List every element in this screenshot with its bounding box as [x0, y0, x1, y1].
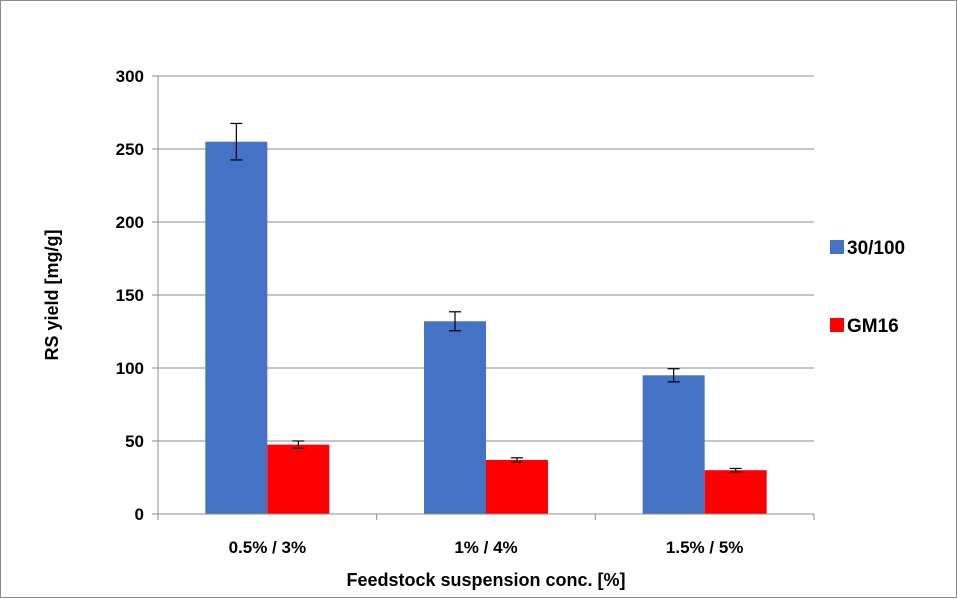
- bar: [205, 141, 268, 514]
- legend-label: 30/100: [847, 238, 905, 259]
- y-tick-label: 100: [116, 359, 144, 378]
- y-tick-label: 250: [116, 140, 144, 159]
- x-tick-label: 0.5% / 3%: [229, 538, 307, 557]
- bar: [642, 375, 705, 514]
- error-bars: [230, 122, 742, 473]
- legend: 30/100 GM16: [830, 238, 905, 337]
- y-tick-label: 150: [116, 286, 144, 305]
- y-tick-label: 300: [116, 67, 144, 86]
- bar: [424, 321, 486, 514]
- bars: [205, 141, 767, 514]
- bar: [704, 470, 767, 514]
- x-axis-title: Feedstock suspension conc. [%]: [346, 570, 625, 590]
- axes: [152, 75, 815, 520]
- y-tick-label: 50: [125, 432, 144, 451]
- x-tick-label: 1.5% / 5%: [666, 538, 744, 557]
- bar: [267, 444, 330, 514]
- y-tick-label: 0: [135, 505, 144, 524]
- x-tick-label: 1% / 4%: [454, 538, 517, 557]
- legend-label: GM16: [847, 316, 899, 337]
- x-tick-labels: 0.5% / 3% 1% / 4% 1.5% / 5%: [229, 538, 744, 557]
- y-tick-labels: 0 50 100 150 200 250 300: [116, 67, 144, 524]
- y-axis-title: RS yield [mg/g]: [42, 229, 62, 360]
- bar: [486, 459, 548, 514]
- legend-swatch: [830, 318, 844, 332]
- legend-swatch: [830, 240, 844, 254]
- y-tick-label: 200: [116, 213, 144, 232]
